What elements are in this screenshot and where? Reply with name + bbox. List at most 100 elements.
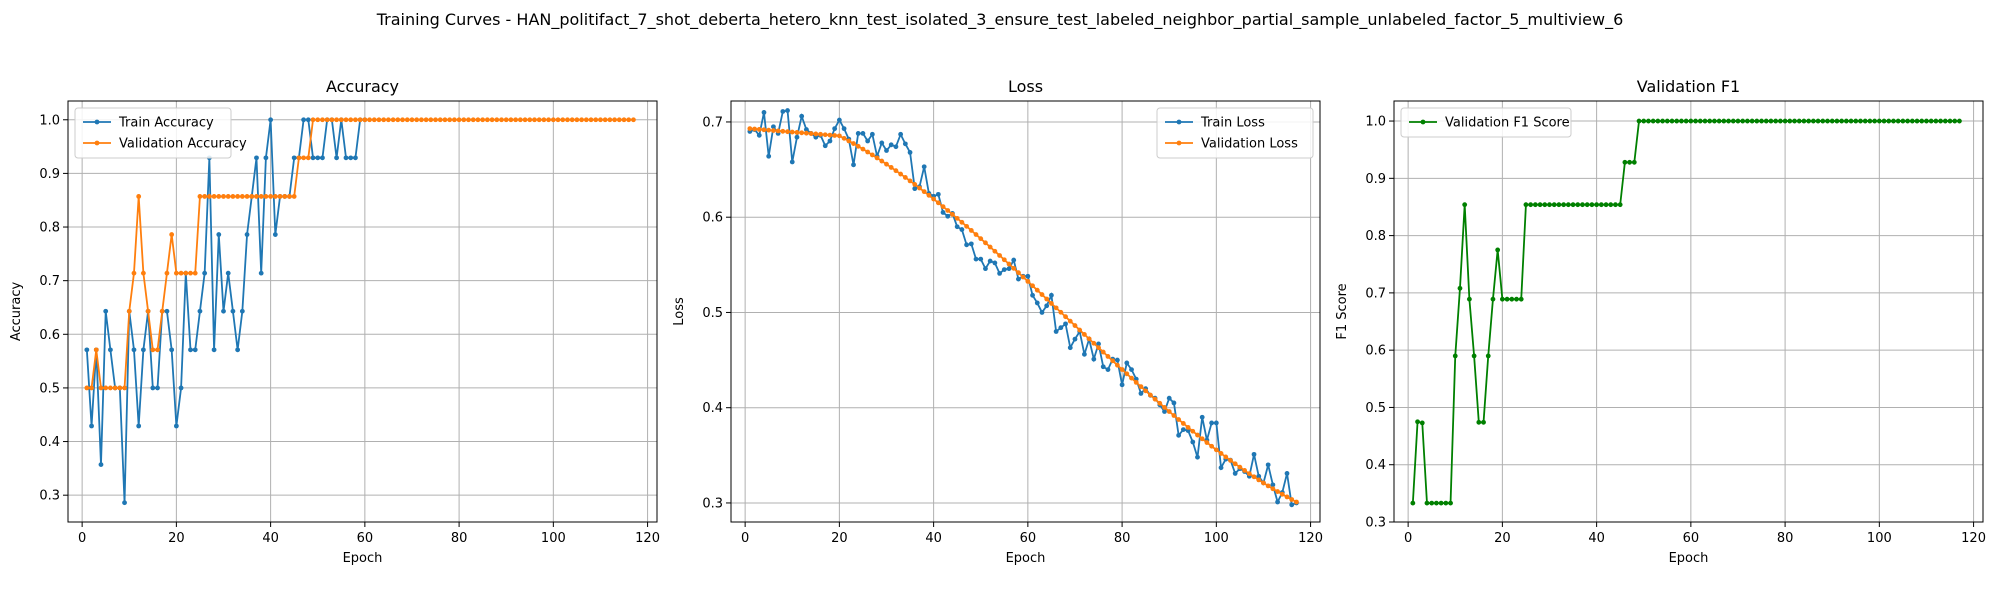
data-point [1058,325,1064,331]
data-point [315,155,321,161]
data-point [178,385,184,391]
data-point [1129,367,1134,373]
data-point [136,194,142,199]
data-point [879,140,885,146]
data-point [367,117,372,123]
data-point [239,308,245,314]
data-point [1777,118,1783,124]
data-point [874,155,880,161]
data-point [1886,118,1892,124]
data-point [574,117,580,123]
data-point [1157,400,1163,406]
data-point [1952,118,1958,124]
data-point [192,270,198,276]
data-point [1256,477,1262,483]
data-point [1415,419,1420,425]
data-point [357,117,363,123]
data-point [1223,454,1229,460]
data-point [1891,118,1896,124]
data-point [1763,118,1769,124]
data-point [1876,118,1882,124]
data-point [541,117,547,123]
data-point [761,110,767,115]
data-point [1561,202,1567,208]
data-point [987,244,993,250]
x-tick-label: 40 [925,531,942,546]
y-tick-label: 0.9 [39,167,60,182]
data-point [140,270,146,276]
data-point [1947,118,1953,124]
data-point [992,260,998,266]
data-point [466,117,471,123]
data-point [756,132,762,138]
data-point [841,126,847,132]
data-point [98,385,104,391]
data-point [343,155,349,161]
data-point [1100,364,1106,370]
data-point [1716,118,1722,124]
data-point [888,142,894,148]
data-point [940,210,946,215]
data-point [517,117,523,123]
data-point [1020,274,1026,280]
data-point [305,117,311,123]
data-point [140,347,146,353]
data-point [813,131,819,137]
data-point [747,126,753,132]
data-point [1457,285,1463,291]
data-point [1265,462,1271,468]
data-point [1011,257,1017,263]
data-point [935,200,941,206]
data-point [239,194,245,199]
legend-box [1156,107,1314,159]
data-point [1518,296,1524,302]
data-point [1895,118,1901,124]
data-point [983,266,988,272]
data-point [631,117,636,123]
data-point [1476,419,1482,425]
data-point [334,155,339,161]
data-point [532,117,537,123]
data-point [1622,159,1628,165]
data-point [1162,405,1167,410]
data-point [869,152,875,158]
data-point [155,385,160,391]
data-point [1679,118,1684,124]
data-point [254,155,259,161]
data-point [108,347,113,353]
data-point [244,232,250,237]
y-axis-label: Accuracy [9,282,24,342]
data-point [1237,464,1243,470]
data-point [841,135,847,141]
data-point [1251,451,1257,457]
data-point [626,117,632,123]
data-point [1900,118,1906,124]
data-point [756,126,762,132]
data-point [1246,471,1252,477]
data-point [1044,296,1050,302]
data-point [898,131,904,137]
data-point [1914,118,1920,124]
data-point [893,168,899,174]
data-point [1100,349,1106,355]
x-tick-label: 80 [1777,531,1794,546]
data-point [287,194,292,199]
data-point [1749,118,1755,124]
data-point [258,270,264,276]
data-point [122,385,127,391]
data-point [926,192,932,198]
data-point [1199,436,1205,442]
data-point [987,258,993,264]
data-point [931,196,937,202]
x-tick-label: 20 [1494,531,1511,546]
figure-title: Training Curves - HAN_politifact_7_shot_… [376,10,1624,29]
data-point [1251,474,1257,480]
data-point [475,117,481,123]
legend-marker [1176,140,1182,146]
data-point [598,117,603,123]
data-point [1570,202,1576,208]
data-point [898,171,904,177]
data-point [296,155,302,161]
data-point [1162,409,1167,414]
data-point [103,385,109,391]
